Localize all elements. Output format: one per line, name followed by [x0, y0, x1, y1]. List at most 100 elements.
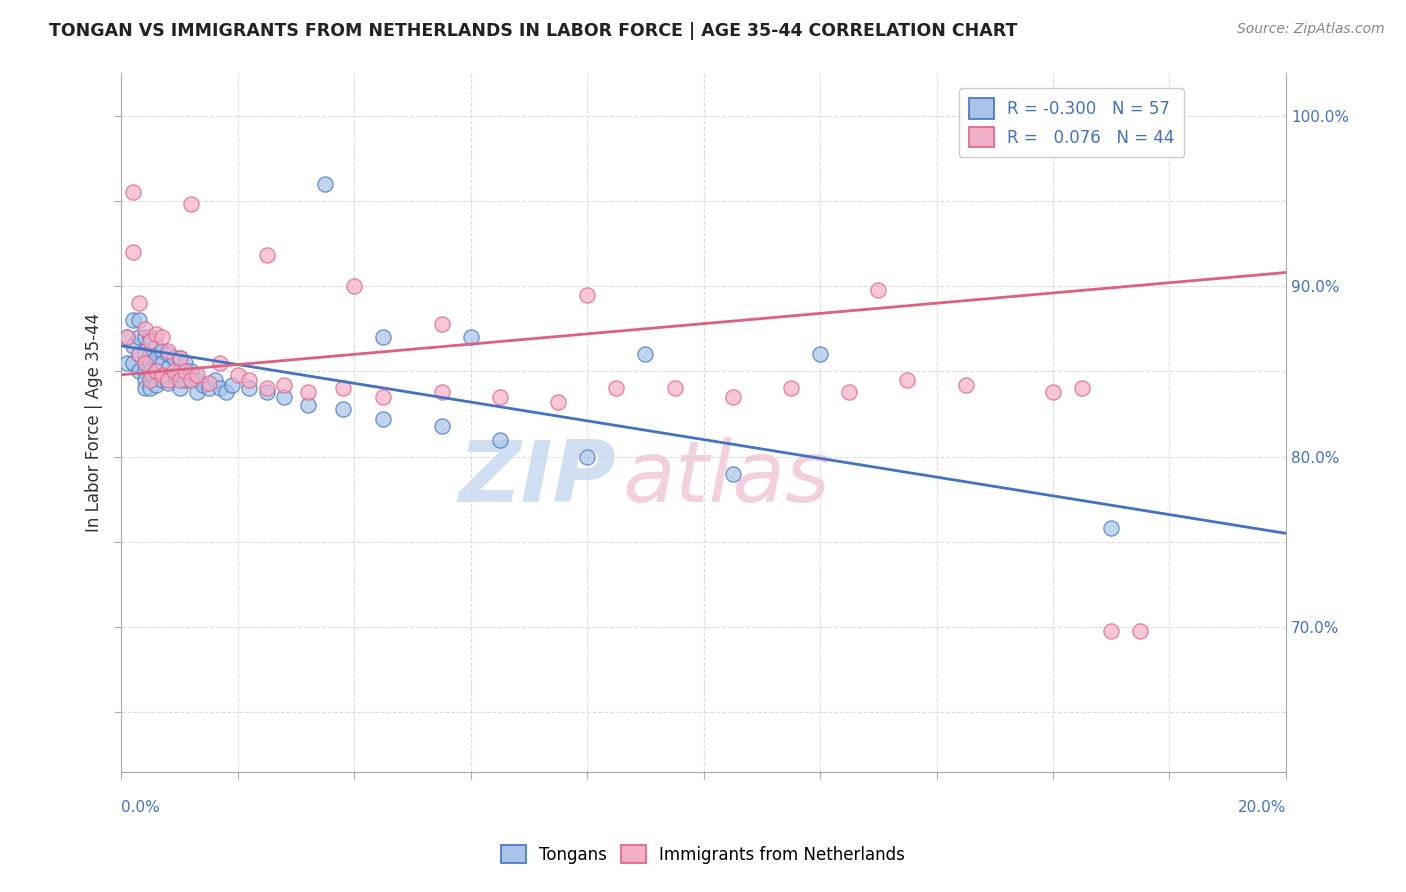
Point: [122, 356, 145, 370]
Point: [460, 330, 482, 344]
Point: [297, 399, 319, 413]
Legend: Tongans, Immigrants from Netherlands: Tongans, Immigrants from Netherlands: [495, 838, 911, 871]
Point: [605, 381, 627, 395]
Point: [547, 395, 569, 409]
Point: [163, 368, 186, 382]
Point: [273, 378, 295, 392]
Point: [150, 373, 173, 387]
Point: [180, 197, 202, 211]
Point: [145, 364, 167, 378]
Point: [664, 381, 686, 395]
Text: ZIP: ZIP: [458, 437, 616, 520]
Point: [115, 356, 138, 370]
Point: [215, 384, 238, 399]
Point: [145, 378, 167, 392]
Point: [145, 339, 167, 353]
Point: [134, 356, 156, 370]
Point: [838, 384, 860, 399]
Point: [139, 334, 162, 348]
Point: [122, 245, 145, 260]
Point: [150, 343, 173, 358]
Point: [1129, 624, 1152, 638]
Point: [868, 283, 890, 297]
Point: [373, 330, 395, 344]
Point: [122, 339, 145, 353]
Point: [1071, 381, 1094, 395]
Point: [139, 330, 162, 344]
Point: [174, 364, 197, 378]
Point: [128, 347, 150, 361]
Point: [1099, 624, 1122, 638]
Point: [808, 347, 831, 361]
Point: [489, 390, 512, 404]
Text: atlas: atlas: [621, 437, 830, 520]
Point: [343, 279, 366, 293]
Point: [721, 467, 744, 481]
Point: [373, 390, 395, 404]
Point: [489, 433, 512, 447]
Point: [156, 347, 179, 361]
Point: [139, 381, 162, 395]
Point: [156, 376, 179, 391]
Point: [314, 177, 336, 191]
Point: [128, 296, 150, 310]
Point: [180, 373, 202, 387]
Point: [896, 373, 918, 387]
Point: [134, 364, 156, 378]
Point: [430, 384, 453, 399]
Point: [186, 384, 208, 399]
Point: [128, 330, 150, 344]
Point: [134, 330, 156, 344]
Point: [634, 347, 657, 361]
Point: [721, 390, 744, 404]
Point: [122, 186, 145, 200]
Point: [115, 330, 138, 344]
Point: [134, 381, 156, 395]
Point: [180, 364, 202, 378]
Point: [122, 313, 145, 327]
Point: [238, 373, 260, 387]
Point: [169, 351, 191, 365]
Point: [134, 322, 156, 336]
Point: [780, 381, 803, 395]
Point: [209, 381, 232, 395]
Point: [145, 326, 167, 341]
Point: [169, 351, 191, 365]
Point: [169, 364, 191, 378]
Point: [150, 356, 173, 370]
Point: [256, 248, 278, 262]
Point: [150, 330, 173, 344]
Point: [1099, 521, 1122, 535]
Point: [332, 381, 354, 395]
Point: [128, 347, 150, 361]
Text: 0.0%: 0.0%: [121, 800, 160, 815]
Point: [238, 381, 260, 395]
Point: [221, 378, 243, 392]
Point: [197, 376, 219, 391]
Text: 20.0%: 20.0%: [1237, 800, 1286, 815]
Point: [156, 361, 179, 376]
Point: [197, 381, 219, 395]
Point: [139, 356, 162, 370]
Point: [145, 351, 167, 365]
Point: [332, 401, 354, 416]
Point: [209, 356, 232, 370]
Point: [169, 373, 191, 387]
Point: [169, 381, 191, 395]
Point: [174, 356, 197, 370]
Point: [134, 347, 156, 361]
Point: [373, 412, 395, 426]
Point: [145, 364, 167, 378]
Point: [134, 373, 156, 387]
Point: [139, 347, 162, 361]
Point: [273, 390, 295, 404]
Point: [955, 378, 977, 392]
Point: [139, 364, 162, 378]
Point: [204, 373, 226, 387]
Point: [163, 364, 186, 378]
Point: [256, 381, 278, 395]
Point: [156, 343, 179, 358]
Point: [191, 378, 214, 392]
Point: [226, 368, 249, 382]
Point: [128, 313, 150, 327]
